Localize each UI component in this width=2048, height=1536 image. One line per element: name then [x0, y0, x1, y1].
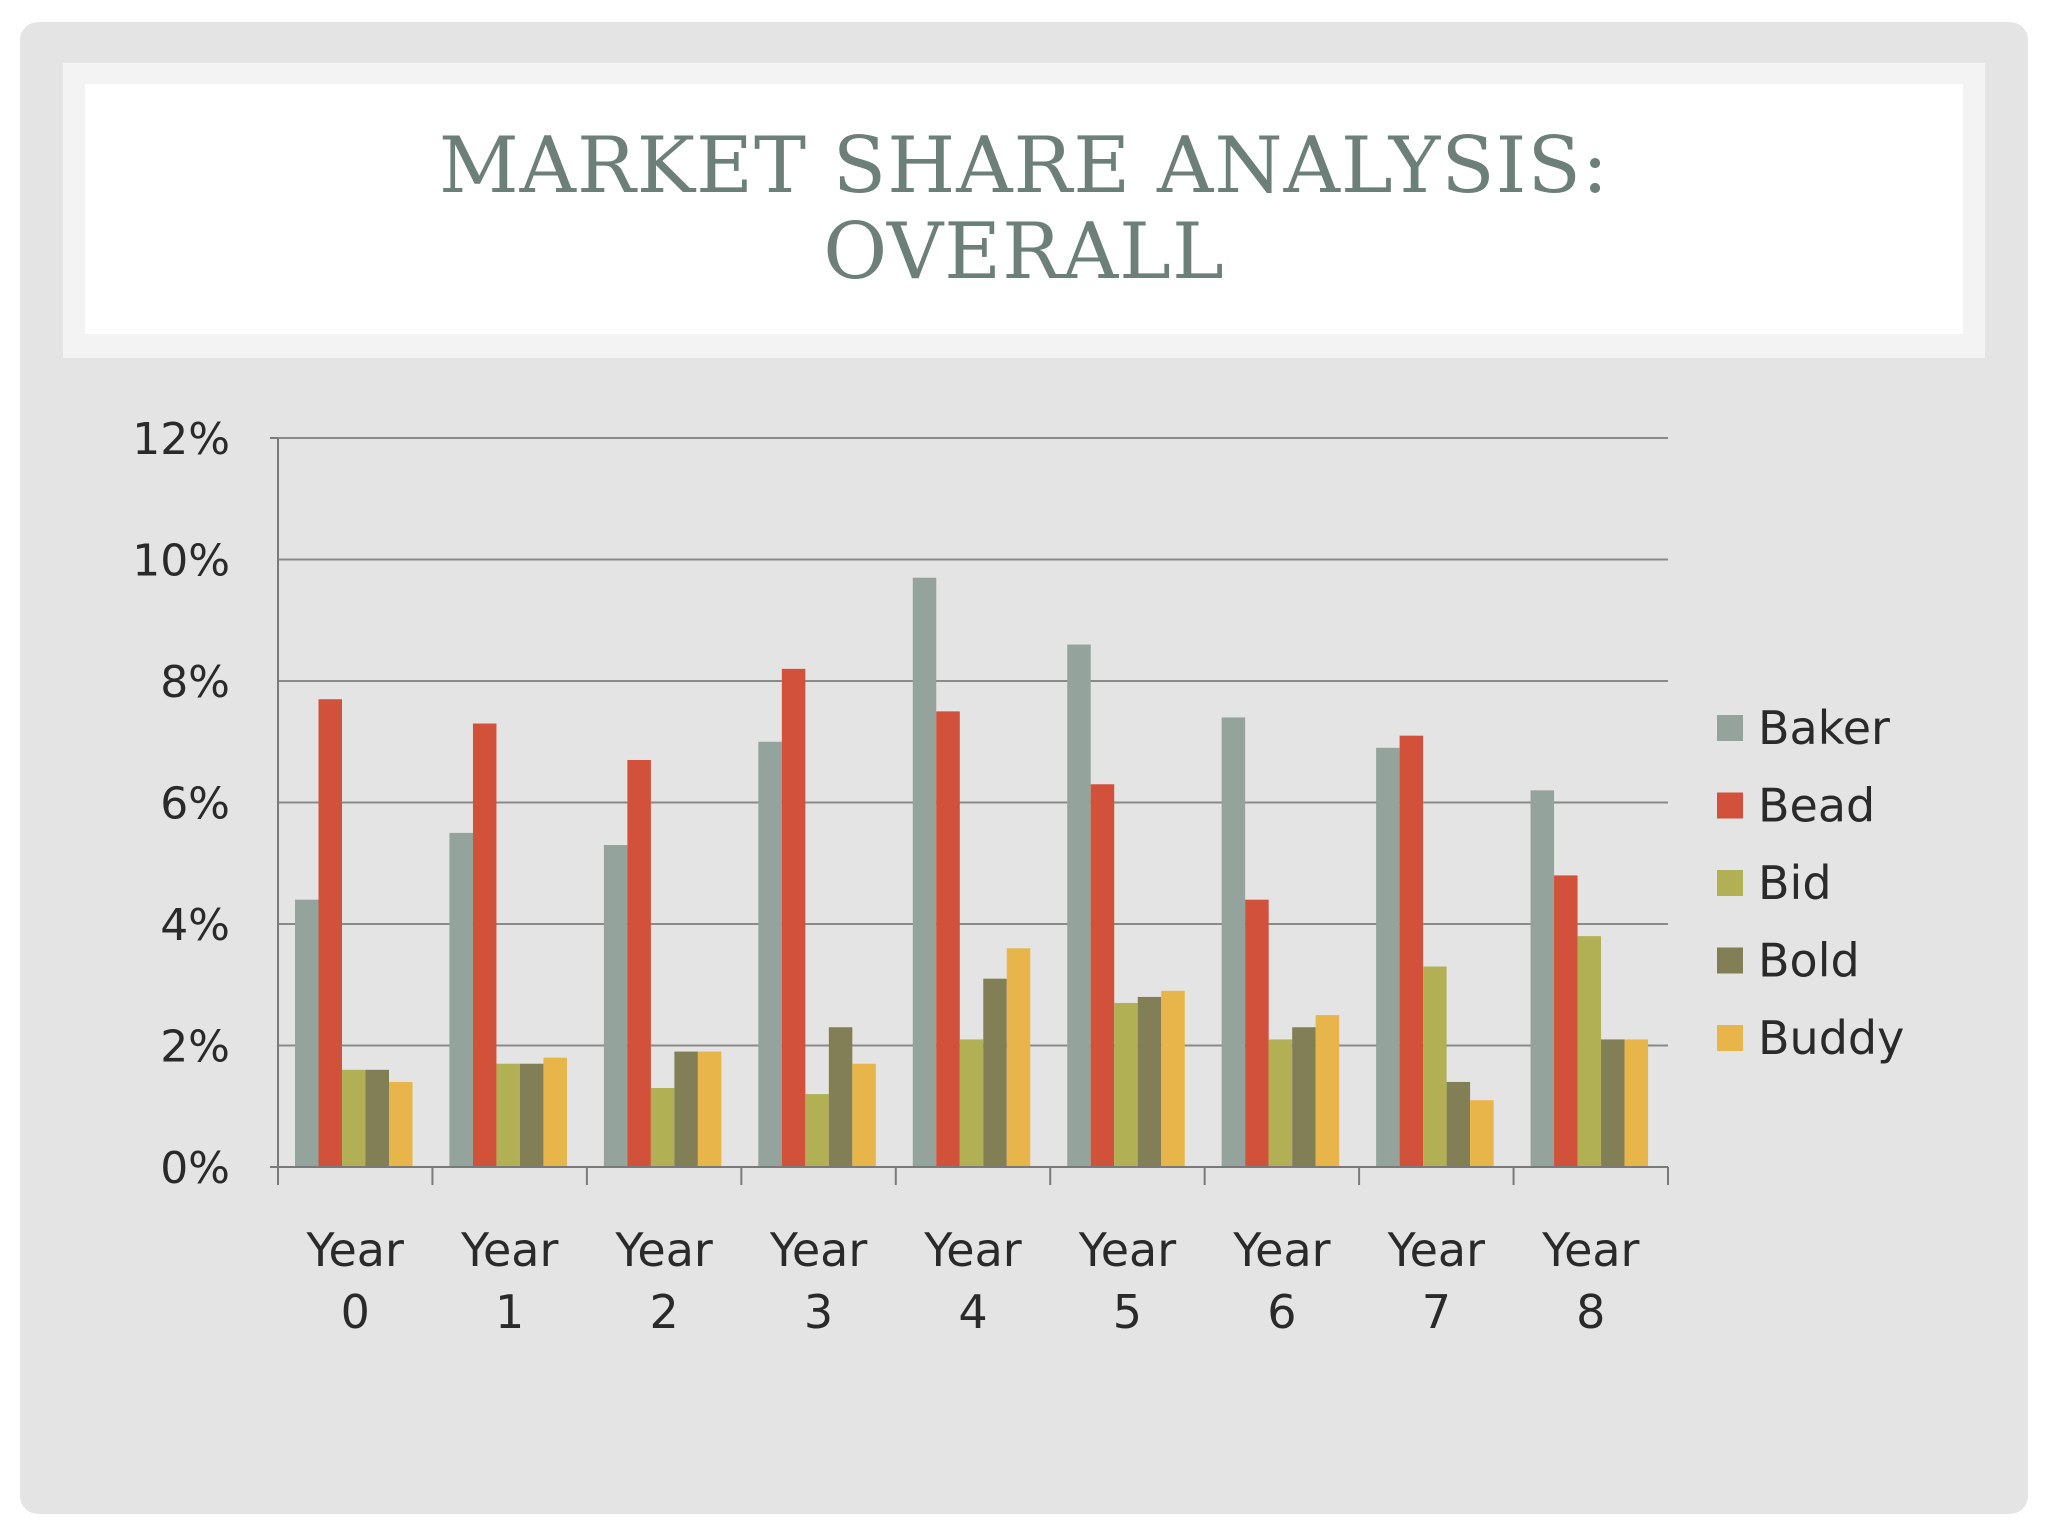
x-tick-label: Year: [923, 1223, 1021, 1277]
legend-label-baker: Baker: [1758, 701, 1890, 755]
legend-label-bid: Bid: [1758, 856, 1832, 910]
x-tick-label: Year: [769, 1223, 867, 1277]
x-tick-label: Year: [1387, 1223, 1485, 1277]
y-tick-label: 12%: [132, 414, 230, 465]
bar-baker: [1067, 644, 1091, 1167]
legend-swatch-buddy: [1717, 1025, 1743, 1051]
bar-bead: [1245, 899, 1269, 1167]
legend-label-bold: Bold: [1758, 934, 1860, 988]
bar-baker: [295, 899, 319, 1167]
y-tick-label: 4%: [160, 900, 230, 951]
bar-baker: [449, 832, 473, 1167]
bar-bold: [365, 1069, 389, 1167]
bar-bid: [650, 1088, 675, 1167]
legend-swatch-bid: [1717, 870, 1743, 896]
bar-bold: [828, 1027, 853, 1167]
bar-bid: [1114, 1002, 1138, 1167]
bar-bid: [1423, 966, 1447, 1167]
legend-label-buddy: Buddy: [1758, 1011, 1904, 1065]
bar-buddy: [1006, 948, 1031, 1167]
x-tick-label: Year: [306, 1223, 404, 1277]
bar-bead: [472, 723, 497, 1167]
bar-bold: [674, 1051, 698, 1167]
bar-buddy: [543, 1057, 567, 1167]
bar-bid: [496, 1063, 520, 1167]
bar-buddy: [1624, 1039, 1649, 1167]
title-box: MARKET SHARE ANALYSIS: OVERALL: [85, 84, 1963, 334]
bar-bold: [1137, 996, 1162, 1167]
bar-buddy: [1161, 990, 1185, 1167]
x-tick-label: Year: [460, 1223, 558, 1277]
axes: 0% 2% 4% 6% 8% 10% 12% Year 0 Year 1 Year 2 Year 3 Year…: [132, 414, 1669, 1339]
legend-label-bead: Bead: [1758, 779, 1875, 833]
bar-bead: [781, 668, 806, 1167]
bar-buddy: [852, 1063, 876, 1167]
x-tick-label: Year: [1078, 1223, 1176, 1277]
bar-bead: [627, 759, 651, 1167]
x-tick-label: Year: [1232, 1223, 1330, 1277]
bar-bold: [1292, 1027, 1316, 1167]
x-tick-label: Year: [614, 1223, 712, 1277]
x-tick-label: 6: [1267, 1285, 1296, 1339]
bar-bead: [1399, 735, 1424, 1167]
x-tick-label: 3: [804, 1285, 833, 1339]
legend-swatch-bold: [1717, 947, 1743, 974]
legend: Baker Bead Bid Bold Buddy: [1717, 701, 1904, 1065]
y-tick-label: 0%: [160, 1143, 230, 1194]
bar-buddy: [1470, 1100, 1494, 1167]
bar-bead: [1090, 784, 1115, 1167]
x-tick-label: 7: [1422, 1285, 1451, 1339]
bar-bold: [983, 978, 1007, 1167]
bar-baker: [1221, 717, 1246, 1167]
bar-bid: [1577, 936, 1602, 1167]
bar-bold: [1601, 1039, 1625, 1167]
bar-buddy: [1315, 1015, 1340, 1167]
bar-bold: [1446, 1081, 1471, 1167]
bar-bead: [1554, 875, 1578, 1167]
y-tick-label: 6%: [160, 779, 230, 830]
bar-baker: [1530, 790, 1555, 1167]
bar-baker: [603, 845, 628, 1167]
x-tick-label: 0: [341, 1285, 370, 1339]
slide-title-line-1: MARKET SHARE ANALYSIS:: [438, 121, 1610, 211]
x-tick-label: 4: [958, 1285, 987, 1339]
bar-bead: [936, 711, 960, 1167]
x-tick-label: 2: [649, 1285, 678, 1339]
bar-bid: [342, 1069, 366, 1167]
bar-baker: [912, 577, 937, 1167]
bar-baker: [758, 741, 782, 1167]
bar-bid: [805, 1094, 829, 1167]
slide-title-line-2: OVERALL: [823, 207, 1225, 297]
x-tick-label: 5: [1113, 1285, 1142, 1339]
slide-title: MARKET SHARE ANALYSIS: OVERALL: [439, 123, 1609, 295]
y-tick-label: 8%: [160, 657, 230, 708]
x-tick-label: 8: [1576, 1285, 1605, 1339]
legend-swatch-baker: [1717, 715, 1743, 741]
bar-buddy: [389, 1081, 413, 1167]
bar-baker: [1376, 747, 1400, 1167]
y-tick-label: 10%: [132, 536, 230, 587]
x-tick-label: Year: [1541, 1223, 1639, 1277]
legend-swatch-bead: [1717, 792, 1743, 819]
bars: [295, 577, 1649, 1167]
bar-buddy: [697, 1051, 722, 1167]
bar-bead: [318, 699, 342, 1167]
bar-bold: [519, 1063, 544, 1167]
x-tick-label: 1: [495, 1285, 524, 1339]
y-tick-label: 2%: [160, 1022, 230, 1073]
bar-bid: [1268, 1039, 1293, 1167]
bar-bid: [959, 1039, 984, 1167]
